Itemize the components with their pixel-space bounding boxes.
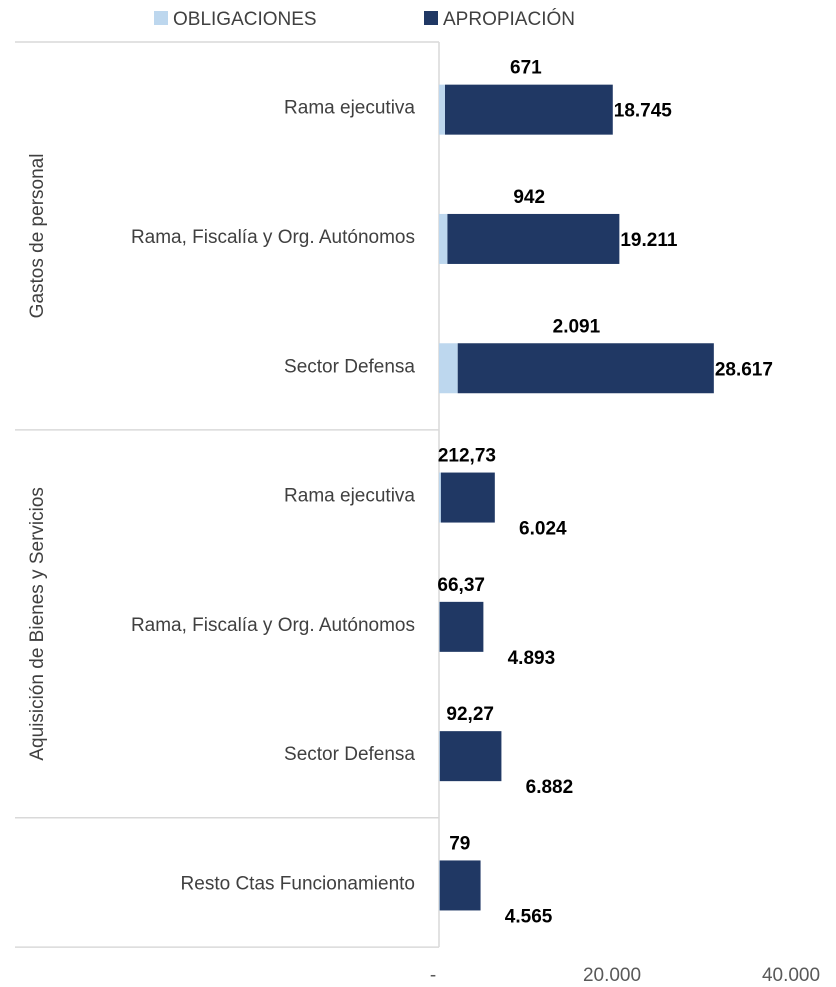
category-label: Rama ejecutiva [284,98,415,119]
data-label-apropiacion: 19.211 [620,230,677,251]
bar-apropiacion [445,84,613,135]
x-tick-label: 40.000 [762,965,820,986]
group-label: Gastos de personal [27,154,48,319]
bar-obligaciones [439,213,448,264]
bar-apropiacion [440,472,495,523]
legend-label-apropiacion: APROPIACIÓN [443,8,575,30]
data-label-obligaciones: 671 [510,58,542,79]
bar-apropiacion [457,343,714,394]
bar-obligaciones [439,84,446,135]
data-label-obligaciones: 92,27 [446,704,494,725]
bar-obligaciones [439,472,441,523]
data-label-apropiacion: 18.745 [614,101,673,122]
bar-obligaciones [439,860,440,911]
bar-apropiacion [439,860,481,911]
category-label: Resto Ctas Funcionamiento [181,873,415,894]
category-label: Rama, Fiscalía y Org. Autónomos [131,227,415,248]
category-label: Sector Defensa [284,744,415,765]
data-label-apropiacion: 4.893 [508,648,556,669]
data-label-obligaciones: 212,73 [438,446,496,467]
legend-swatch-apropiacion [424,11,438,25]
bar-obligaciones [439,731,440,782]
group-label: Aquisición de Bienes y Servicios [27,487,48,761]
legend-label-obligaciones: OBLIGACIONES [173,9,317,30]
x-tick-label: 20.000 [583,965,641,986]
x-tick-label: - [430,965,436,986]
data-label-obligaciones: 2.091 [553,316,601,337]
data-label-obligaciones: 66,37 [437,575,485,596]
category-label: Rama, Fiscalía y Org. Autónomos [131,615,415,636]
bar-apropiacion [439,601,484,652]
bar-apropiacion [439,731,502,782]
bar-obligaciones [439,343,458,394]
data-label-obligaciones: 79 [449,833,470,854]
legend-swatch-obligaciones [154,11,168,25]
category-label: Rama ejecutiva [284,486,415,507]
data-label-obligaciones: 942 [513,187,545,208]
data-label-apropiacion: 4.565 [505,906,553,927]
bar-apropiacion [447,213,620,264]
data-label-apropiacion: 6.024 [519,519,567,540]
data-label-apropiacion: 6.882 [526,777,574,798]
category-label: Sector Defensa [284,356,415,377]
bar-obligaciones [439,601,440,652]
data-label-apropiacion: 28.617 [715,359,773,380]
